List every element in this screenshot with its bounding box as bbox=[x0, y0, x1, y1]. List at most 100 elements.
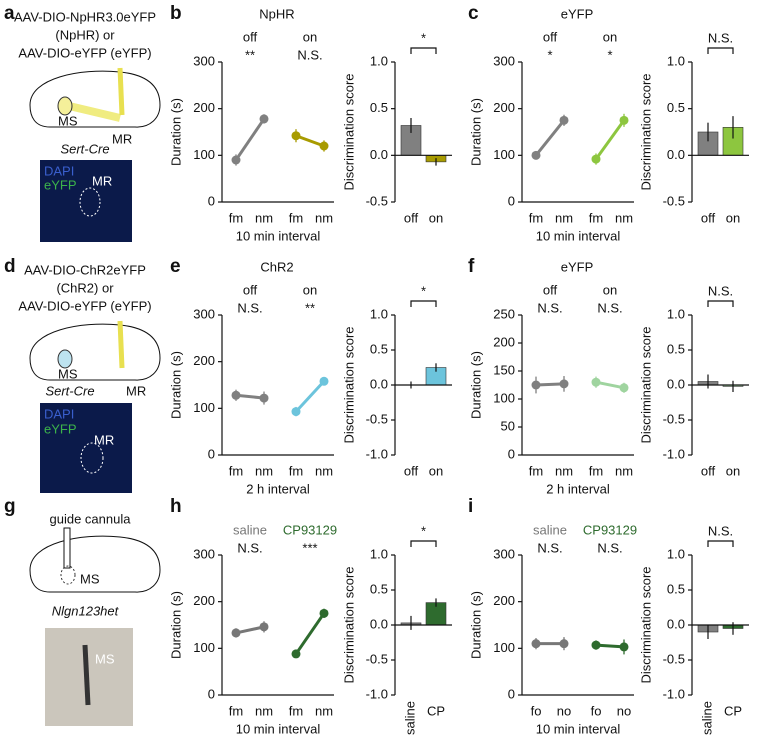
y-tick-label: 0 bbox=[508, 686, 515, 701]
significance-bracket bbox=[707, 47, 734, 54]
stain-label: DAPI bbox=[44, 163, 74, 178]
significance-bracket bbox=[707, 540, 734, 547]
y-axis-label: Discrimination score bbox=[341, 73, 356, 190]
construct: AAV-DIO-ChR2eYFP bbox=[24, 262, 146, 277]
significance: N.S. bbox=[597, 540, 622, 555]
mean-point bbox=[559, 115, 569, 125]
significance: N.S. bbox=[597, 300, 622, 315]
x-tick-label: on bbox=[429, 210, 443, 225]
y-tick-label: 0.0 bbox=[667, 616, 685, 631]
significance: N.S. bbox=[708, 523, 733, 538]
region-label: MS bbox=[58, 113, 78, 128]
significance: N.S. bbox=[237, 540, 262, 555]
y-tick-label: 0.5 bbox=[667, 341, 685, 356]
y-tick-label: 0.5 bbox=[667, 581, 685, 596]
x-axis-label: 10 min interval bbox=[536, 721, 621, 736]
mean-point bbox=[591, 377, 601, 387]
x-tick-label: nm bbox=[255, 210, 273, 225]
mean-point bbox=[291, 131, 301, 141]
significance: N.S. bbox=[708, 283, 733, 298]
y-tick-label: 100 bbox=[193, 640, 215, 655]
significance: N.S. bbox=[708, 30, 733, 45]
y-axis-label: Duration (s) bbox=[168, 351, 183, 419]
construct: AAV-DIO-eYFP (eYFP) bbox=[18, 298, 151, 313]
x-tick-label: fm bbox=[589, 463, 603, 478]
x-tick-label: CP bbox=[427, 703, 445, 718]
chart-title: eYFP bbox=[561, 6, 594, 21]
mean-line bbox=[295, 134, 325, 148]
x-axis-label: 2 h interval bbox=[246, 481, 310, 496]
y-tick-label: 300 bbox=[493, 53, 515, 68]
y-tick-label: -1.0 bbox=[663, 686, 685, 701]
mean-line bbox=[595, 643, 625, 649]
panel-letter: d bbox=[4, 256, 16, 277]
stain-label: eYFP bbox=[44, 421, 77, 436]
x-tick-label: off bbox=[701, 210, 716, 225]
mean-point bbox=[259, 393, 269, 403]
x-tick-label: saline bbox=[699, 701, 714, 735]
x-axis-label: 10 min interval bbox=[536, 228, 621, 243]
projection bbox=[64, 101, 121, 122]
construct: AAV-DIO-eYFP (eYFP) bbox=[18, 45, 151, 60]
brain-outline bbox=[29, 323, 161, 381]
x-tick-label: saline bbox=[402, 701, 417, 735]
x-tick-label: CP bbox=[724, 703, 742, 718]
group-label: saline bbox=[533, 522, 567, 537]
y-tick-label: 0 bbox=[208, 193, 215, 208]
panel-letter: g bbox=[4, 496, 16, 517]
y-axis-label: Duration (s) bbox=[168, 98, 183, 166]
y-tick-label: 0.5 bbox=[370, 341, 388, 356]
y-tick-label: 0.0 bbox=[370, 616, 388, 631]
y-tick-label: 0.0 bbox=[370, 376, 388, 391]
y-tick-label: 100 bbox=[493, 147, 515, 162]
significance: N.S. bbox=[237, 300, 262, 315]
group-label: CP93129 bbox=[283, 522, 337, 537]
x-tick-label: off bbox=[404, 210, 419, 225]
mean-line bbox=[535, 382, 565, 387]
group-label: off bbox=[543, 29, 558, 44]
significance: * bbox=[421, 30, 426, 45]
brain-outline bbox=[29, 70, 161, 128]
x-axis-label: 10 min interval bbox=[236, 721, 321, 736]
y-axis-label: Discrimination score bbox=[638, 73, 653, 190]
x-tick-label: nm bbox=[255, 703, 273, 718]
mean-point bbox=[619, 115, 629, 125]
histology-image bbox=[40, 160, 132, 242]
ms-region bbox=[60, 565, 76, 585]
y-tick-label: 1.0 bbox=[370, 546, 388, 561]
stain-label: DAPI bbox=[44, 406, 74, 421]
mean-line bbox=[294, 380, 326, 413]
x-tick-label: fm bbox=[289, 703, 303, 718]
y-tick-label: 100 bbox=[493, 390, 515, 405]
mean-line bbox=[595, 380, 625, 390]
x-tick-label: nm bbox=[315, 703, 333, 718]
group-label: off bbox=[243, 29, 258, 44]
y-tick-label: 200 bbox=[193, 593, 215, 608]
y-tick-label: 200 bbox=[493, 593, 515, 608]
mean-point bbox=[531, 150, 541, 160]
significance: * bbox=[547, 47, 552, 62]
y-tick-label: 50 bbox=[501, 418, 515, 433]
x-tick-label: fm bbox=[589, 210, 603, 225]
group-label: on bbox=[603, 282, 617, 297]
y-tick-label: 0.5 bbox=[370, 100, 388, 115]
x-tick-label: nm bbox=[315, 210, 333, 225]
y-axis-label: Duration (s) bbox=[468, 98, 483, 166]
ms-region bbox=[57, 349, 73, 369]
y-tick-label: 150 bbox=[493, 362, 515, 377]
group-label: CP93129 bbox=[583, 522, 637, 537]
chart-title: eYFP bbox=[561, 259, 594, 274]
y-axis-label: Duration (s) bbox=[168, 591, 183, 659]
mean-line bbox=[534, 119, 566, 157]
mean-line bbox=[294, 612, 326, 655]
significance: ** bbox=[305, 300, 315, 315]
x-tick-label: no bbox=[557, 703, 571, 718]
mean-point bbox=[259, 114, 269, 124]
y-tick-label: 1.0 bbox=[370, 53, 388, 68]
y-tick-label: 0 bbox=[208, 446, 215, 461]
significance: N.S. bbox=[537, 540, 562, 555]
mean-point bbox=[531, 380, 541, 390]
construct: (NpHR) or bbox=[55, 27, 115, 42]
region-label: MS bbox=[58, 366, 78, 381]
y-tick-label: 100 bbox=[193, 147, 215, 162]
